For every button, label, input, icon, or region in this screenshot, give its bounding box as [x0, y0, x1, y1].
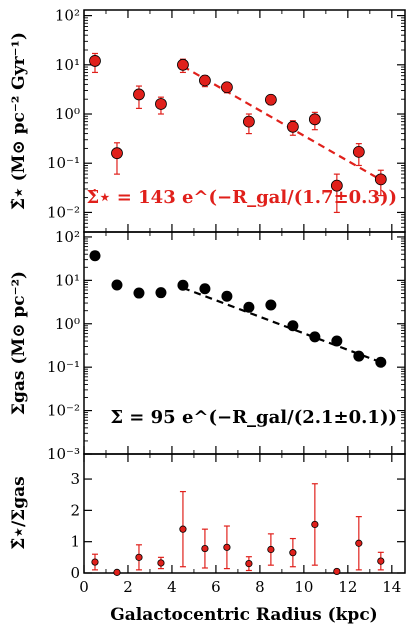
ytick-label: 0 — [70, 564, 80, 582]
xtick-label: 12 — [338, 578, 357, 596]
chart-marks: 10⁻² 10⁻¹ 10⁰ 10¹ 10² 10⁻³ 10⁻² 10⁻¹ 10⁰ 10¹ 10² 0 1… — [47, 7, 405, 596]
data-point — [243, 301, 255, 313]
ytick-label: 10² — [55, 7, 80, 25]
data-point — [374, 173, 387, 186]
data-point — [201, 544, 209, 553]
ytick-label: 10⁻¹ — [47, 358, 80, 376]
data-point — [157, 559, 165, 567]
data-point — [155, 287, 167, 299]
data-point — [352, 145, 365, 158]
data-point — [309, 331, 321, 343]
fit-line — [182, 286, 382, 364]
xtick-label: 6 — [211, 578, 221, 596]
data-point — [89, 250, 101, 262]
data-point — [177, 279, 189, 291]
ylabel-sfr: Σ̇⋆ (M⊙ pc⁻² Gyr⁻¹) — [9, 32, 29, 210]
data-point — [245, 560, 253, 568]
ytick-label: 2 — [70, 501, 80, 519]
data-point — [223, 543, 231, 551]
ytick-label: 10² — [55, 228, 80, 246]
ytick-label: 10⁻² — [47, 203, 80, 221]
ytick-label: 10⁰ — [55, 105, 80, 123]
data-point — [331, 335, 343, 347]
data-point — [264, 93, 277, 106]
ytick-label: 10¹ — [55, 56, 80, 74]
data-point — [111, 147, 123, 160]
data-point — [113, 568, 121, 576]
xtick-label: 8 — [255, 578, 265, 596]
data-point — [221, 81, 233, 94]
ylabel-gas-text: Σgas (M⊙ pc⁻²) — [9, 271, 29, 415]
data-point — [308, 113, 321, 126]
ytick-label: 10¹ — [55, 271, 80, 289]
data-point — [265, 299, 277, 311]
ylabel-ratio: Σ̇⋆/Σgas — [9, 476, 29, 549]
data-point — [89, 55, 101, 67]
ytick-label: 3 — [70, 470, 80, 488]
fit-line — [182, 65, 382, 181]
data-point — [177, 58, 189, 71]
sfr-fit-annotation: Σ̇⋆ = 143 e^(−R_gal/(1.7±0.3)) — [87, 187, 397, 208]
xtick-label: 2 — [123, 578, 133, 596]
data-point — [286, 120, 299, 133]
data-point — [353, 350, 365, 362]
data-point — [133, 88, 145, 101]
data-point — [135, 553, 143, 561]
ytick-label: 10⁻¹ — [47, 154, 80, 172]
xtick-label: 10 — [294, 578, 313, 596]
data-point — [267, 545, 275, 554]
data-point — [91, 558, 99, 566]
xtick-label: 0 — [79, 578, 89, 596]
data-point — [199, 283, 211, 295]
panel-ratio-frame — [83, 453, 406, 574]
ylabel-ratio-text: Σ̇⋆/Σgas — [9, 476, 29, 549]
ytick-label: 10⁻² — [47, 402, 80, 420]
data-point — [355, 539, 363, 547]
ytick-label: 10⁻³ — [47, 445, 80, 463]
data-point — [287, 320, 299, 332]
data-point — [179, 525, 187, 533]
data-point — [375, 356, 387, 368]
ytick-label: 1 — [70, 533, 80, 551]
xtick-label: 4 — [167, 578, 177, 596]
ytick-label: 10⁰ — [55, 315, 80, 333]
gas-fit-annotation: Σ = 95 e^(−R_gal/(2.1±0.1)) — [110, 407, 397, 428]
xlabel: Galactocentric Radius (kpc) — [110, 605, 377, 625]
data-point — [133, 287, 145, 299]
data-point — [199, 74, 211, 87]
data-point — [377, 557, 385, 565]
data-point — [311, 520, 319, 529]
xtick-label: 14 — [382, 578, 401, 596]
data-point — [333, 567, 341, 576]
data-point — [330, 179, 343, 192]
data-point — [111, 279, 123, 291]
data-point — [242, 115, 255, 128]
ylabel-gas: Σgas (M⊙ pc⁻²) — [9, 271, 29, 415]
data-point — [221, 290, 233, 302]
data-point — [289, 549, 297, 557]
data-point — [155, 98, 167, 110]
ylabel-sfr-text: Σ̇⋆ (M⊙ pc⁻² Gyr⁻¹) — [9, 32, 29, 210]
